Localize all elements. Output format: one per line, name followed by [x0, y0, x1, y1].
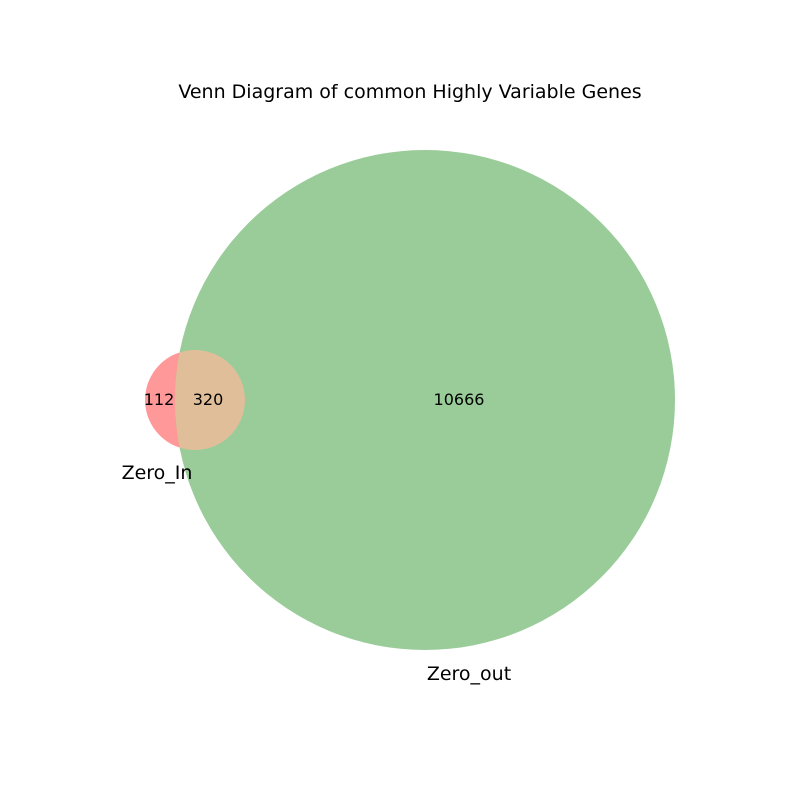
set-label-zero-out: Zero_out: [427, 663, 511, 685]
set-circle-zero-out: [175, 150, 675, 650]
count-intersection: 320: [193, 390, 224, 409]
diagram-title: Venn Diagram of common Highly Variable G…: [178, 81, 641, 103]
set-label-zero-in: Zero_In: [122, 462, 193, 484]
count-only-zero-out: 10666: [434, 390, 485, 409]
count-only-zero-in: 112: [144, 390, 175, 409]
